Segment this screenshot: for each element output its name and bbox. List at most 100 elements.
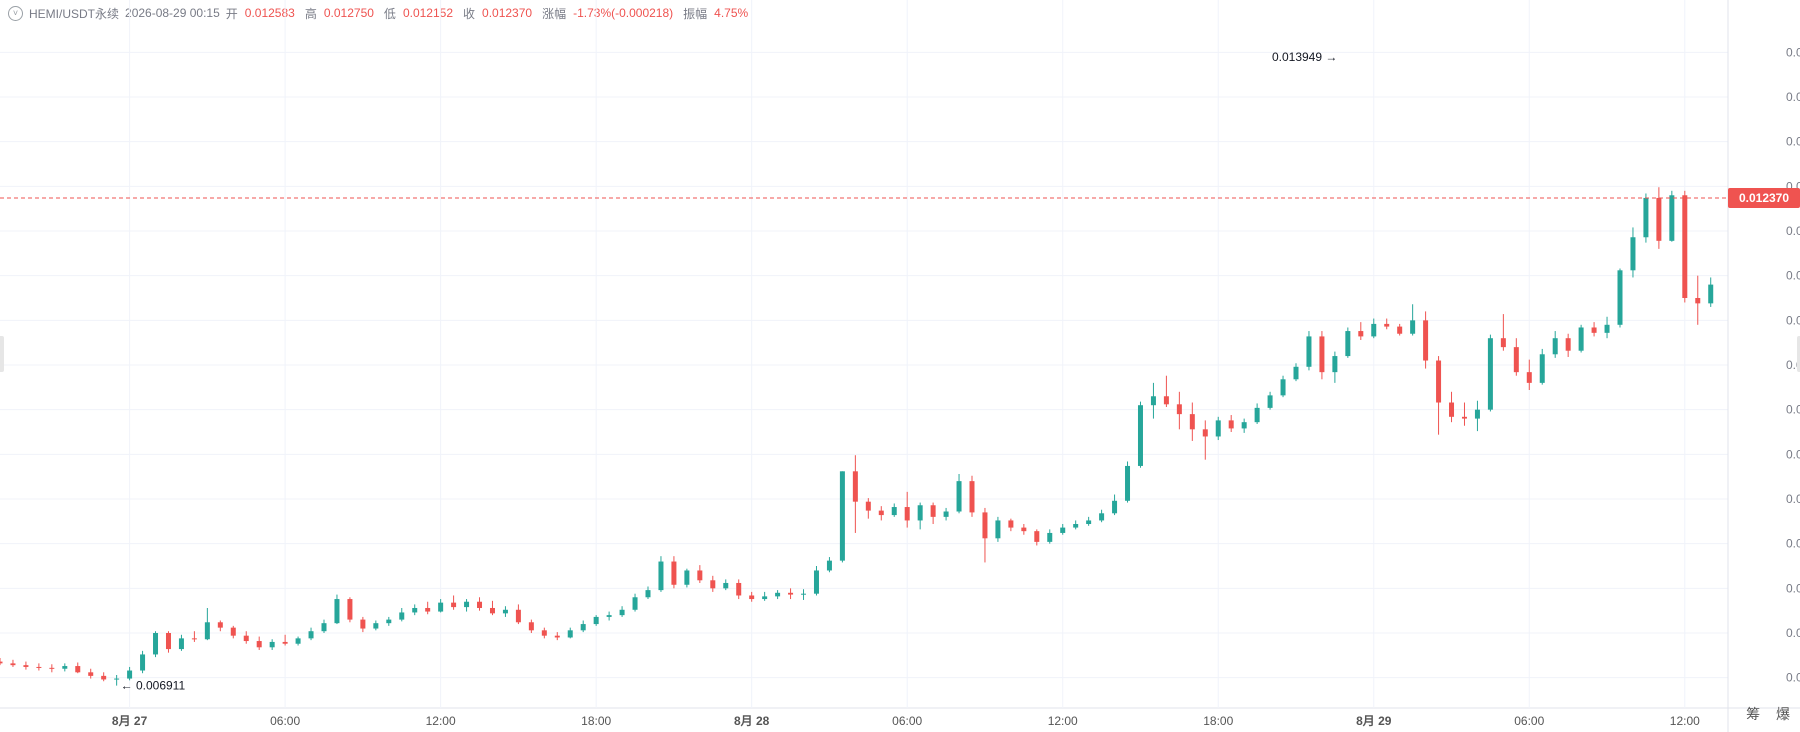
candle-body	[373, 623, 379, 629]
symbol-name[interactable]: HEMI/USDT永续	[29, 6, 120, 21]
candle-body	[101, 675, 107, 680]
candle-body	[1384, 323, 1390, 327]
time-tick-label: 06:00	[892, 714, 922, 728]
candle-body	[1306, 336, 1312, 367]
left-panel-handle[interactable]	[0, 336, 4, 372]
candle-body	[1682, 195, 1688, 298]
candle-body	[839, 471, 845, 561]
chart-legend-header: ˅ HEMI/USDT永续 2026-08-29 00:15 开 0.01258…	[8, 4, 752, 22]
candle-body	[282, 641, 288, 644]
candle-body	[1228, 420, 1234, 429]
candle-body	[1487, 338, 1493, 410]
high-annotation: 0.013949 →	[1272, 50, 1337, 64]
candle-body	[1371, 323, 1377, 337]
price-tick-label: 0.011000	[1786, 313, 1800, 327]
candle-body	[645, 590, 651, 598]
candle-body	[1578, 327, 1584, 351]
candle-body	[1500, 338, 1506, 348]
candle-body	[723, 582, 729, 589]
candle-body	[204, 622, 210, 640]
candle-body	[1293, 366, 1299, 380]
candle-body	[1461, 416, 1467, 419]
candle-body	[1254, 407, 1260, 423]
time-tick-label: 8月 28	[734, 714, 770, 728]
candle-body	[749, 595, 755, 600]
candle-body	[1708, 284, 1714, 304]
collapse-chevron-icon[interactable]: ˅	[8, 5, 23, 21]
candle-body	[464, 601, 470, 608]
candle-body	[412, 607, 418, 613]
high-label: 高	[304, 6, 317, 21]
candle-body	[1176, 404, 1182, 415]
candle-body	[1643, 197, 1649, 238]
candle-body	[425, 607, 431, 612]
candle-body	[943, 511, 949, 517]
candle-series[interactable]	[0, 187, 1714, 686]
last-price-badge-text: 0.012370	[1739, 191, 1789, 205]
candle-body	[1163, 396, 1169, 405]
candle-body	[1267, 395, 1273, 408]
time-tick-label: 12:00	[1670, 714, 1700, 728]
candle-body	[1150, 396, 1156, 406]
low-annotation: ← 0.006911	[121, 679, 186, 693]
candle-body	[256, 641, 262, 648]
candle-body	[593, 616, 599, 625]
candle-body	[10, 663, 16, 666]
right-panel-handle[interactable]	[1797, 336, 1800, 372]
candle-body	[1474, 409, 1480, 419]
candle-body	[153, 633, 159, 655]
price-annotations: 0.013949 → ← 0.006911	[121, 50, 1338, 693]
price-tick-label: 0.010000	[1786, 403, 1800, 417]
candle-body	[995, 520, 1001, 539]
time-tick-label: 8月 29	[1356, 714, 1392, 728]
candle-body	[852, 471, 858, 502]
candle-body	[697, 570, 703, 581]
bar-datetime: 2026-08-29 00:15	[125, 6, 220, 20]
candle-body	[1423, 320, 1429, 361]
candle-body	[956, 481, 962, 512]
candle-body	[62, 666, 68, 669]
candle-body	[1552, 338, 1558, 355]
candle-body	[1202, 429, 1208, 437]
price-tick-label: 0.007000	[1786, 671, 1800, 685]
candle-body	[904, 507, 910, 521]
time-tick-label: 18:00	[1203, 714, 1233, 728]
candle-body	[1125, 465, 1131, 501]
candle-body	[1021, 527, 1027, 532]
candle-body	[1073, 524, 1079, 528]
candle-body	[788, 592, 794, 595]
candle-body	[930, 505, 936, 517]
candle-body	[736, 582, 742, 596]
candle-body	[347, 599, 353, 620]
time-tick-label: 12:00	[1048, 714, 1078, 728]
price-tick-label: 0.009500	[1786, 447, 1800, 461]
candle-body	[515, 609, 521, 623]
low-label: 低	[383, 6, 396, 21]
candle-body	[606, 615, 612, 617]
close-value: 0.012370	[482, 6, 533, 20]
price-tick-label: 0.010500	[1786, 358, 1800, 372]
candle-body	[438, 602, 444, 612]
price-tick-label: 0.013500	[1786, 90, 1800, 104]
candle-body	[217, 622, 223, 628]
candle-body	[269, 641, 275, 648]
candle-body	[865, 501, 871, 511]
candle-body	[801, 593, 807, 595]
candle-body	[567, 630, 573, 638]
time-axis[interactable]: 8月 27 06:00 12:00 18:00 8月 28 06:00 12:00 18:00…	[112, 714, 1700, 728]
candle-body	[75, 666, 81, 673]
candle-body	[1397, 326, 1403, 334]
price-tick-label: 0.008000	[1786, 581, 1800, 595]
corner-tool-labels[interactable]: 筹 爆	[1746, 706, 1796, 722]
candle-body	[982, 512, 988, 539]
change-value: -1.73%(-0.000218)	[573, 6, 674, 20]
candle-body	[1345, 331, 1351, 357]
price-axis[interactable]: 0.0140000.0135000.0130000.0125000.012000…	[1786, 45, 1800, 684]
candle-body	[1604, 324, 1610, 333]
candle-body	[1565, 338, 1571, 351]
candle-body	[243, 635, 249, 642]
candle-body	[114, 678, 120, 680]
candle-body	[1513, 347, 1519, 373]
candle-body	[775, 592, 781, 597]
